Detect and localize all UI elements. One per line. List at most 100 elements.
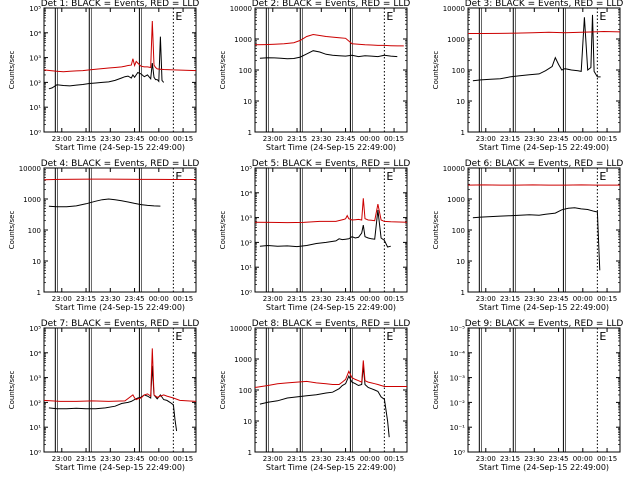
x-tick-label: 23:30 (311, 295, 331, 303)
y-tick-label: 1000 (23, 196, 41, 204)
x-tick-label: 23:00 (263, 295, 283, 303)
y-tick-label: 10⁻¹ (450, 424, 466, 432)
x-tick-label: 23:00 (52, 455, 72, 463)
x-tick-label: 00:00 (360, 455, 380, 463)
y-tick-label: 100 (452, 67, 465, 75)
y-axis-label: Counts/sec (432, 51, 440, 90)
y-tick-label: 1000 (234, 36, 252, 44)
y-tick-label: 10⁵ (29, 325, 41, 333)
x-tick-label: 00:15 (384, 455, 404, 463)
y-tick-label: 10² (29, 79, 41, 87)
events-series-line (48, 36, 165, 90)
y-axis-label: Counts/sec (432, 371, 440, 410)
y-axis-label: Counts/sec (8, 211, 16, 250)
y-tick-label: 10⁰ (29, 129, 41, 137)
y-tick-label: 10000 (230, 325, 252, 333)
detector-panel-2: Det 2: BLACK = Events, RED = LLD 1 10 100 10… (219, 0, 410, 152)
x-tick-label: 23:45 (548, 295, 568, 303)
y-tick-label: 10000 (19, 165, 41, 173)
x-tick-label: 23:45 (335, 295, 355, 303)
y-tick-label: 1 (248, 129, 252, 137)
x-tick-label: 00:15 (597, 295, 617, 303)
x-tick-label: 00:00 (360, 135, 380, 143)
detector-panel-9: Det 9: BLACK = Events, RED = LLD 10⁰ 10⁻¹ 1… (432, 319, 623, 472)
x-axis-label: Start Time (24-Sep-15 22:49:00) (55, 463, 185, 472)
panel-title: Det 2: BLACK = Events, RED = LLD (252, 0, 411, 9)
y-tick-label: 10¹ (29, 104, 41, 112)
panel-title: Det 1: BLACK = Events, RED = LLD (41, 0, 200, 9)
x-tick-label: 00:00 (573, 135, 593, 143)
events-series-line (259, 50, 398, 60)
x-axis-label: Start Time (24-Sep-15 22:49:00) (479, 463, 609, 472)
events-series-line (472, 14, 601, 82)
y-tick-label: 100 (28, 227, 41, 235)
y-tick-label: 10⁻⁴ (450, 350, 466, 358)
marker-label: E (175, 10, 182, 23)
y-tick-label: 1000 (447, 196, 465, 204)
y-tick-label: 10¹ (240, 264, 252, 272)
panel-title: Det 9: BLACK = Events, RED = LLD (465, 319, 624, 329)
x-tick-label: 00:15 (597, 135, 617, 143)
x-tick-label: 23:15 (76, 295, 96, 303)
x-tick-label: 23:30 (524, 295, 544, 303)
x-tick-label: 23:15 (500, 135, 520, 143)
y-tick-label: 100 (239, 387, 252, 395)
x-tick-label: 23:00 (52, 135, 72, 143)
lld-series-line (43, 20, 197, 73)
x-tick-label: 23:30 (100, 295, 120, 303)
x-tick-label: 23:45 (548, 135, 568, 143)
y-axis-label: Counts/sec (219, 371, 227, 410)
marker-label: E (175, 330, 182, 343)
detector-panel-1: Det 1: BLACK = Events, RED = LLD 10⁰ 10¹ 10… (8, 0, 199, 152)
x-tick-label: 00:15 (173, 295, 193, 303)
events-series-line (259, 210, 391, 248)
y-tick-label: 1 (461, 289, 465, 297)
detector-panel-5: Det 5: BLACK = Events, RED = LLD 10⁰ 10¹ 10… (219, 159, 410, 312)
x-tick-label: 00:15 (384, 295, 404, 303)
x-tick-label: 23:15 (287, 135, 307, 143)
lld-series-line (254, 198, 408, 224)
marker-label: E (386, 10, 393, 23)
detector-panel-7: Det 7: BLACK = Events, RED = LLD 10⁰ 10¹ 10… (8, 319, 199, 472)
x-tick-label: 23:30 (524, 455, 544, 463)
x-tick-label: 00:15 (173, 455, 193, 463)
y-tick-label: 10⁻⁵ (450, 325, 466, 333)
x-tick-label: 23:15 (287, 295, 307, 303)
x-axis-label: Start Time (24-Sep-15 22:49:00) (479, 303, 609, 312)
y-tick-label: 10⁻² (450, 399, 466, 407)
panel-title: Det 3: BLACK = Events, RED = LLD (465, 0, 624, 9)
x-tick-label: 23:00 (476, 135, 496, 143)
x-tick-label: 23:45 (335, 455, 355, 463)
y-tick-label: 10⁴ (240, 190, 252, 198)
y-tick-label: 100 (239, 67, 252, 75)
events-series-line (48, 198, 161, 208)
x-tick-label: 23:15 (76, 135, 96, 143)
y-tick-label: 10 (243, 98, 252, 106)
y-tick-label: 10 (456, 98, 465, 106)
y-tick-label: 10¹ (29, 424, 41, 432)
x-tick-label: 23:45 (548, 455, 568, 463)
panel-title: Det 6: BLACK = Events, RED = LLD (465, 159, 624, 169)
x-tick-label: 23:15 (287, 455, 307, 463)
detector-panel-8: Det 8: BLACK = Events, RED = LLD 1 10 100 10… (219, 319, 410, 472)
detector-panel-3: Det 3: BLACK = Events, RED = LLD 1 10 100 10… (432, 0, 623, 152)
x-tick-label: 00:15 (597, 455, 617, 463)
y-tick-label: 10⁵ (29, 5, 41, 13)
y-tick-label: 10³ (29, 55, 41, 63)
y-tick-label: 1 (37, 289, 41, 297)
y-tick-label: 10⁰ (453, 449, 465, 457)
panel-title: Det 8: BLACK = Events, RED = LLD (252, 319, 411, 329)
x-tick-label: 23:00 (263, 455, 283, 463)
x-axis-label: Start Time (24-Sep-15 22:49:00) (266, 143, 396, 152)
x-tick-label: 00:00 (573, 455, 593, 463)
x-tick-label: 23:30 (311, 455, 331, 463)
x-tick-label: 00:00 (149, 455, 169, 463)
marker-label: E (599, 170, 606, 183)
x-tick-label: 23:00 (476, 295, 496, 303)
x-tick-label: 00:00 (149, 135, 169, 143)
panel-title: Det 7: BLACK = Events, RED = LLD (41, 319, 200, 329)
y-tick-label: 1 (248, 449, 252, 457)
y-tick-label: 10000 (443, 5, 465, 13)
y-tick-label: 10 (243, 418, 252, 426)
